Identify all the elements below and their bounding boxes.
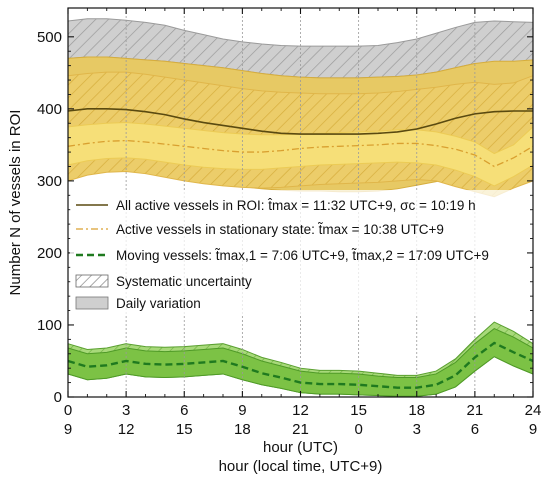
series-lines bbox=[67, 108, 534, 389]
x-tick-label-local-6: 15 bbox=[176, 421, 193, 438]
x-tick-label-local-9: 18 bbox=[234, 421, 251, 438]
x-tick-label-local-12: 21 bbox=[292, 421, 309, 438]
x-tick-label-utc-3: 3 bbox=[122, 402, 130, 419]
x-tick-label-utc-0: 0 bbox=[64, 402, 72, 419]
legend-label-stationary: Active vessels in stationary state: t̃ma… bbox=[116, 222, 444, 237]
legend-label-moving: Moving vessels: t̃max,1 = 7:06 UTC+9, t̃… bbox=[116, 248, 489, 263]
x-tick-label-utc-9: 9 bbox=[238, 402, 246, 419]
x-tick-label-utc-6: 6 bbox=[180, 402, 188, 419]
legend-label-all-vessels: All active vessels in ROI: t̂max = 11:32… bbox=[116, 198, 476, 213]
x-tick-label-local-0: 9 bbox=[64, 421, 72, 438]
y-tick-label-100: 100 bbox=[37, 317, 62, 334]
x-tick-label-utc-12: 12 bbox=[292, 402, 309, 419]
y-tick-label-500: 500 bbox=[37, 29, 62, 46]
legend-swatch-daily bbox=[75, 296, 109, 310]
x-axis-title: hour (UTC) bbox=[263, 439, 338, 456]
legend-swatch-systematic bbox=[75, 274, 109, 288]
axes: 0100200300400500093126159181221150183216… bbox=[37, 7, 542, 438]
x-tick-label-utc-18: 18 bbox=[408, 402, 425, 419]
x-tick-label-local-21: 6 bbox=[471, 421, 479, 438]
legend-label-systematic: Systematic uncertainty bbox=[116, 274, 252, 289]
x-tick-label-utc-24: 24 bbox=[525, 402, 542, 419]
x-tick-label-local-18: 3 bbox=[413, 421, 421, 438]
x-tick-label-utc-15: 15 bbox=[350, 402, 367, 419]
y-tick-label-200: 200 bbox=[37, 245, 62, 262]
line-all-vessels bbox=[67, 108, 533, 135]
y-tick-label-400: 400 bbox=[37, 101, 62, 118]
grid-lines bbox=[125, 8, 476, 397]
x-tick-label-local-3: 12 bbox=[118, 421, 135, 438]
legend-label-daily: Daily variation bbox=[116, 296, 201, 311]
y-axis-title: Number N of vessels in ROI bbox=[7, 110, 24, 296]
y-tick-label-300: 300 bbox=[37, 173, 62, 190]
x-tick-label-local-15: 0 bbox=[354, 421, 362, 438]
x-tick-label-local-24: 9 bbox=[529, 421, 537, 438]
line-stationary-vessels bbox=[67, 139, 534, 168]
legend: All active vessels in ROI: t̂max = 11:32… bbox=[70, 190, 510, 314]
legend-background bbox=[70, 190, 510, 314]
x-tick-label-utc-21: 21 bbox=[467, 402, 484, 419]
y-tick-label-0: 0 bbox=[54, 389, 62, 406]
x-axis-title-local: hour (local time, UTC+9) bbox=[219, 458, 383, 475]
line-moving-vessels bbox=[67, 341, 534, 389]
